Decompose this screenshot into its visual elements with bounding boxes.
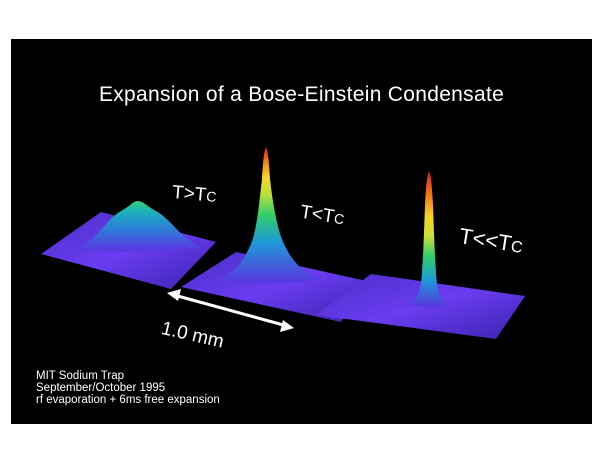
- bec-figure: [41, 147, 525, 339]
- panel-label-main: T<T: [298, 201, 336, 228]
- scale-bar-arrow-right: [280, 320, 294, 332]
- panel-label-sub: C: [205, 188, 218, 205]
- scale-bar-line: [173, 293, 288, 328]
- slide-title: Expansion of a Bose-Einstein Condensate: [98, 83, 505, 106]
- panel-label-thermal: T>TC: [171, 182, 217, 208]
- density-peak: [406, 171, 452, 308]
- panel-partial-condensate: [181, 147, 371, 322]
- scale-bar-arrow-left: [167, 289, 181, 301]
- caption-line: MIT Sodium Trap: [36, 370, 124, 382]
- density-plate: [181, 252, 371, 322]
- density-peak: [73, 201, 201, 252]
- slide: Expansion of a Bose-Einstein Condensate: [11, 39, 592, 424]
- caption: MIT Sodium Trap September/October 1995 r…: [36, 370, 220, 406]
- caption-line: rf evaporation + 6ms free expansion: [36, 394, 220, 406]
- panel-thermal-cloud: [41, 201, 216, 289]
- panel-label-main: T>T: [171, 182, 208, 207]
- caption-line: September/October 1995: [36, 382, 166, 394]
- scale-bar: [167, 289, 294, 332]
- panel-pure-condensate: [316, 171, 525, 339]
- density-peak: [216, 147, 323, 283]
